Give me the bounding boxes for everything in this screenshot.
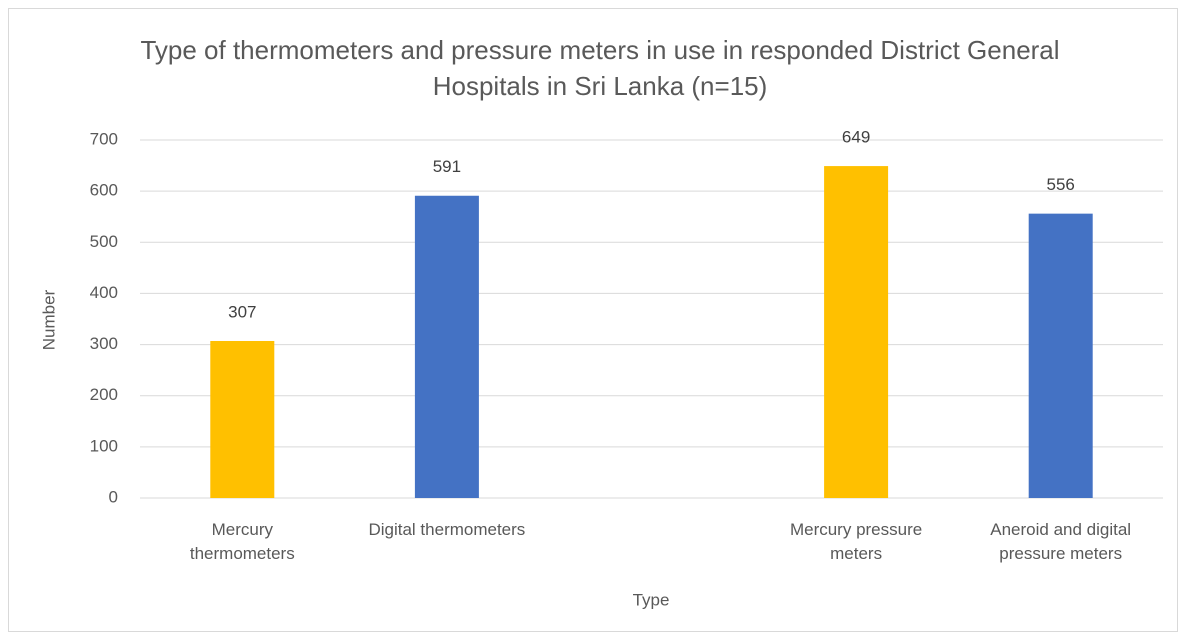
data-label: 649 <box>842 128 870 147</box>
bar <box>414 195 479 498</box>
chart-title: Type of thermometers and pressure meters… <box>140 35 1060 101</box>
chart-border <box>8 8 1178 632</box>
data-label: 556 <box>1047 175 1075 194</box>
y-tick-label: 300 <box>90 334 118 353</box>
y-tick-label: 700 <box>90 129 118 148</box>
data-label: 591 <box>433 157 461 176</box>
y-tick-label: 500 <box>90 232 118 251</box>
y-axis-title: Number <box>39 289 58 350</box>
x-axis-title: Type <box>633 590 670 609</box>
y-tick-label: 0 <box>109 487 118 506</box>
bar <box>824 166 889 498</box>
data-label: 307 <box>228 302 256 321</box>
y-tick-label: 600 <box>90 181 118 200</box>
y-tick-label: 100 <box>90 436 118 455</box>
y-tick-label: 400 <box>90 283 118 302</box>
x-tick-label: Mercury thermometers <box>189 520 295 563</box>
bar <box>210 340 275 498</box>
x-tick-label: Mercury pressure meters <box>789 520 923 563</box>
y-tick-label: 200 <box>90 385 118 404</box>
x-tick-label: Aneroid and digital pressure meters <box>990 520 1132 563</box>
bar <box>1028 213 1093 498</box>
x-tick-label: Digital thermometers <box>368 520 526 539</box>
